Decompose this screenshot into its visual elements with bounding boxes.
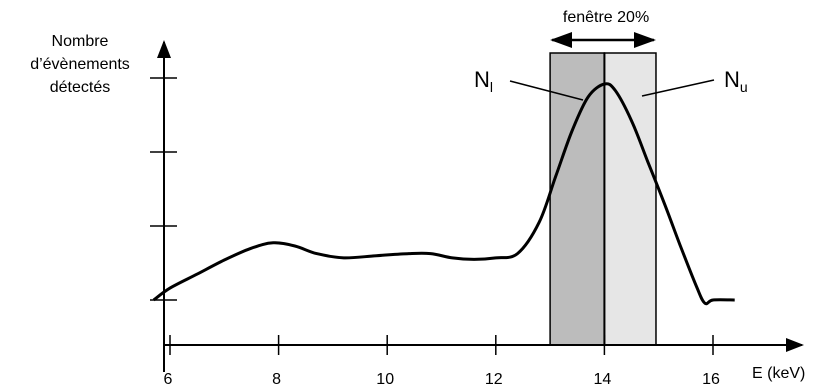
x-tick-label: 14 [594, 371, 612, 387]
series-line-spectrum [152, 82, 735, 306]
x-tick-label: 12 [485, 371, 503, 387]
nu-label-sub: u [740, 79, 748, 95]
window-upper-region [603, 52, 657, 346]
y-axis-label-line-1: Nombre [51, 33, 109, 50]
nu-leader-line [641, 79, 715, 97]
nl-label: Nl [474, 67, 493, 95]
window-lower-region [549, 52, 606, 346]
nl-label-main: N [474, 67, 490, 92]
nu-label-main: N [724, 67, 740, 92]
nl-leader-line [509, 80, 584, 101]
window-label: fenêtre 20% [563, 9, 649, 26]
x-tick-label: 6 [164, 371, 173, 387]
x-tick-label: 10 [376, 371, 394, 387]
x-tick-label: 16 [702, 371, 720, 387]
nl-label-sub: l [490, 79, 493, 95]
x-ticks: 6 8 10 12 14 16 [164, 335, 720, 387]
x-axis-label: E (keV) [752, 365, 805, 382]
y-axis-label-line-3: détectés [49, 79, 111, 96]
y-axis-label: Nombre d’évènements détectés [10, 30, 150, 99]
nu-label: Nu [724, 67, 748, 95]
x-tick-label: 8 [272, 371, 281, 387]
y-axis-label-line-2: d’évènements [30, 56, 130, 73]
